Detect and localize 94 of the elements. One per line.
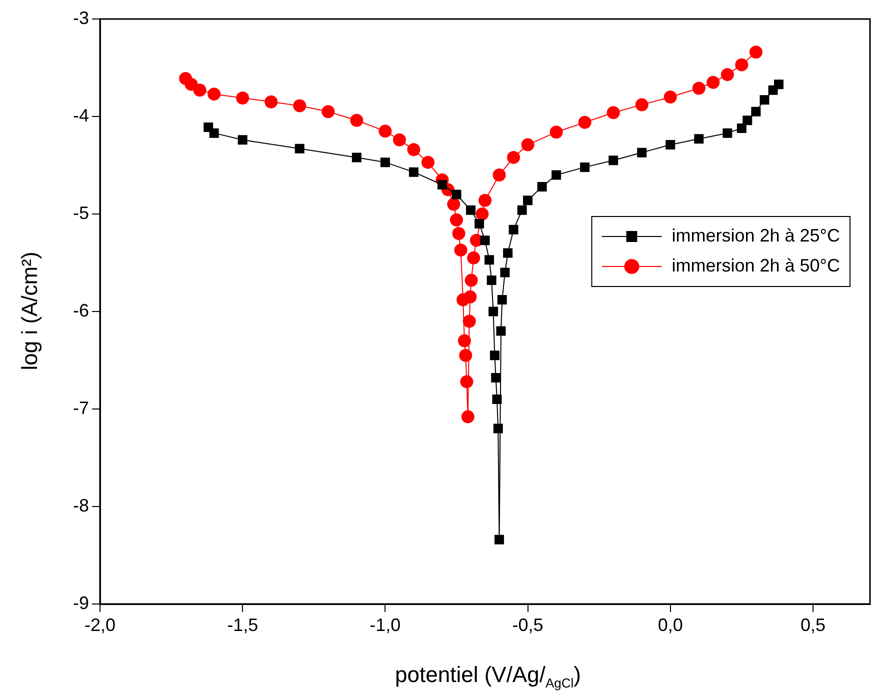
- point: [474, 219, 484, 228]
- point: [408, 167, 418, 177]
- point: [462, 314, 476, 328]
- point: [521, 138, 534, 152]
- y-tick-label: -5: [72, 202, 89, 223]
- point: [447, 198, 460, 211]
- point: [523, 196, 533, 206]
- point: [706, 76, 720, 89]
- point: [378, 124, 392, 138]
- y-tick-label: -4: [72, 105, 89, 126]
- point: [490, 350, 500, 360]
- point: [236, 91, 250, 104]
- x-tick-label: -1,5: [227, 614, 258, 635]
- y-axis-title: log i (A/cm²): [17, 252, 43, 370]
- point: [460, 375, 474, 388]
- point: [537, 182, 547, 192]
- x-axis-title: potentiel (V/Ag/$_{AgCl}$): [395, 662, 581, 690]
- point: [517, 205, 527, 215]
- point: [467, 251, 480, 264]
- x-tick-label: 0,0: [658, 614, 683, 635]
- x-tick-label: -0,5: [512, 614, 544, 635]
- point: [486, 276, 496, 286]
- point: [550, 126, 563, 139]
- point: [580, 162, 590, 172]
- point: [606, 106, 620, 120]
- point: [322, 105, 335, 118]
- point: [294, 144, 304, 154]
- x-tick-label: 0,5: [800, 614, 826, 635]
- point: [736, 123, 746, 133]
- y-tick-label: -6: [72, 300, 89, 320]
- point: [664, 90, 677, 104]
- point: [694, 134, 704, 144]
- point: [635, 98, 648, 112]
- y-tick-label: -8: [72, 495, 89, 516]
- y-tick-label: -9: [72, 592, 89, 613]
- point: [407, 143, 420, 156]
- y-tick-label: -3: [72, 8, 89, 28]
- point: [350, 114, 364, 127]
- legend-label: immersion 2h à 50°C: [672, 255, 840, 276]
- point: [493, 424, 503, 434]
- point: [749, 46, 762, 59]
- legend-label: immersion 2h à 25°C: [672, 225, 840, 246]
- point: [293, 99, 306, 112]
- point: [666, 140, 676, 150]
- x-tick-label: -1,0: [370, 614, 401, 635]
- point: [488, 306, 498, 316]
- point: [452, 190, 462, 200]
- point: [458, 334, 471, 348]
- point: [352, 152, 362, 162]
- point: [209, 128, 219, 138]
- point: [503, 248, 513, 258]
- point: [421, 156, 434, 169]
- point: [496, 326, 506, 336]
- point: [508, 224, 518, 234]
- point: [461, 410, 474, 424]
- y-tick-label: -7: [72, 398, 89, 418]
- point: [208, 88, 221, 101]
- point: [608, 156, 618, 166]
- point: [720, 68, 734, 82]
- point: [722, 128, 732, 138]
- point: [492, 394, 502, 404]
- point: [480, 236, 490, 246]
- point: [760, 95, 770, 105]
- point: [380, 158, 390, 168]
- point: [464, 290, 477, 304]
- point: [264, 95, 278, 108]
- point: [507, 150, 520, 164]
- point: [500, 268, 510, 278]
- point: [450, 213, 463, 226]
- point: [497, 295, 507, 305]
- point: [491, 373, 501, 383]
- point: [742, 116, 752, 126]
- point: [464, 274, 478, 287]
- point: [774, 80, 784, 90]
- point: [552, 170, 562, 180]
- point: [392, 133, 406, 146]
- point: [735, 58, 748, 72]
- point: [459, 348, 472, 362]
- point: [492, 168, 506, 182]
- point: [494, 534, 504, 544]
- point: [637, 148, 647, 158]
- point: [452, 227, 466, 240]
- point: [478, 194, 492, 207]
- point: [466, 205, 476, 215]
- point: [193, 84, 206, 97]
- point: [692, 82, 706, 95]
- point: [484, 255, 494, 265]
- x-tick-label: -2,0: [84, 614, 116, 635]
- point: [437, 180, 447, 190]
- point: [454, 244, 468, 257]
- point: [476, 208, 489, 220]
- point: [238, 135, 248, 145]
- point: [751, 106, 761, 116]
- point: [578, 116, 592, 129]
